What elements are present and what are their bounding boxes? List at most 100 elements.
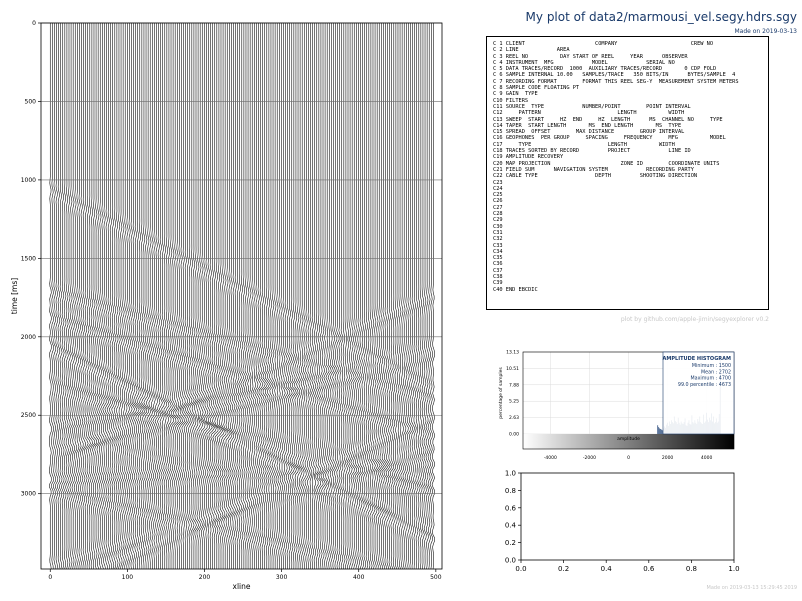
trace-line (320, 23, 326, 570)
trace-line (53, 23, 57, 570)
trace-line (139, 23, 146, 570)
trace-line (383, 23, 389, 570)
ebcdic-line: C21 FIELD SUM NAVIGATION SYSTEM RECORDIN… (493, 166, 694, 173)
trace-line (67, 23, 71, 570)
trace-line (358, 23, 364, 570)
trace-line (356, 23, 362, 570)
trace-line (267, 23, 272, 569)
trace-line (402, 23, 407, 570)
trace-line (104, 23, 109, 570)
ebcdic-line: C14 TAPER START LENGTH MS END LENGTH MS … (493, 122, 682, 129)
y-tick-label: 3000 (21, 491, 36, 498)
trace-line (157, 23, 162, 569)
trace-line (102, 23, 107, 570)
trace-line (408, 23, 414, 570)
ebcdic-line: C34 (493, 248, 503, 255)
trace-line (221, 23, 227, 569)
trace-line (322, 23, 328, 570)
trace-line (148, 23, 153, 570)
trace-line (191, 23, 197, 569)
ebcdic-line: C22 CABLE TYPE DEPTH SHOOTING DIRECTION (493, 173, 698, 180)
ebcdic-line: C31 (493, 229, 503, 236)
trace-line (216, 23, 223, 569)
trace-line (214, 23, 221, 569)
trace-line (73, 23, 78, 570)
ebcdic-line: C25 (493, 192, 503, 199)
trace-line (283, 23, 288, 569)
trace-line (165, 23, 170, 569)
ebcdic-line: C33 (493, 242, 503, 249)
trace-line (61, 23, 65, 570)
trace-line (427, 23, 431, 570)
ebcdic-line: C28 (493, 211, 503, 218)
trace-line (279, 23, 284, 569)
trace-line (94, 23, 100, 570)
trace-line (254, 23, 259, 569)
trace-line (291, 23, 297, 570)
trace-line (346, 23, 351, 570)
trace-line (250, 23, 255, 569)
ebcdic-line: C 4 INSTRUMENT MFG MODEL SERIAL NO (493, 59, 675, 66)
ebcdic-line: C16 GEOPHONES PER GROUP SPACING FREQUENC… (493, 135, 726, 142)
trace-line (238, 23, 242, 569)
trace-line (225, 23, 231, 569)
trace-line (275, 23, 279, 569)
trace-line (393, 23, 398, 570)
trace-line (59, 23, 63, 570)
trace-line (166, 23, 172, 569)
ebcdic-line: C39 (493, 280, 503, 287)
trace-line (398, 23, 402, 570)
trace-line (271, 23, 276, 569)
trace-line (406, 23, 411, 570)
trace-line (183, 23, 189, 569)
trace-line (260, 23, 266, 569)
trace-line (371, 23, 376, 570)
trace-line (49, 23, 52, 570)
trace-line (189, 23, 195, 569)
trace-line (293, 23, 299, 570)
trace-line (227, 23, 233, 569)
trace-line (109, 23, 114, 570)
trace-line (174, 23, 181, 569)
trace-line (348, 23, 353, 570)
x-axis-label: xline (233, 582, 251, 591)
trace-line (404, 23, 409, 570)
trace-line (57, 23, 61, 570)
ebcdic-line: C 3 REEL NO DAY START OF REEL YEAR OBSER… (493, 53, 688, 60)
trace-line (295, 23, 301, 570)
trace-line (168, 23, 174, 569)
trace-line (316, 23, 322, 570)
trace-line (336, 23, 340, 570)
trace-line (391, 23, 396, 570)
trace-line (143, 23, 149, 570)
trace-line (137, 23, 144, 570)
trace-line (172, 23, 179, 569)
trace-line (423, 23, 427, 570)
credit-text: plot by github.com/apple-jimin/segyexplo… (620, 316, 769, 323)
trace-line (369, 23, 374, 570)
trace-line (340, 23, 344, 570)
trace-line (273, 23, 277, 569)
trace-line (111, 23, 116, 570)
trace-line (229, 23, 235, 569)
trace-line (71, 23, 75, 570)
trace-line (133, 23, 140, 570)
trace-line (234, 23, 238, 569)
ebcdic-line: C30 (493, 223, 503, 230)
x-tick-label: 400 (353, 574, 365, 581)
trace-line (352, 23, 357, 570)
x-tick-label: 200 (199, 574, 211, 581)
ebcdic-line: C12 PATTERN LENGTH WIDTH (493, 110, 685, 117)
x-tick-label: 300 (276, 574, 288, 581)
trace-line (277, 23, 281, 569)
ebcdic-line: C15 SPREAD OFFSET MAX DISTANCE GROUP INT… (493, 129, 685, 136)
trace-line (125, 23, 130, 570)
trace-line (269, 23, 274, 569)
trace-line (419, 23, 423, 570)
trace-line (84, 23, 89, 570)
y-tick-label: 1000 (21, 177, 36, 184)
trace-line (63, 23, 67, 570)
trace-line (88, 23, 93, 570)
trace-line (429, 23, 433, 570)
trace-line (113, 23, 117, 570)
